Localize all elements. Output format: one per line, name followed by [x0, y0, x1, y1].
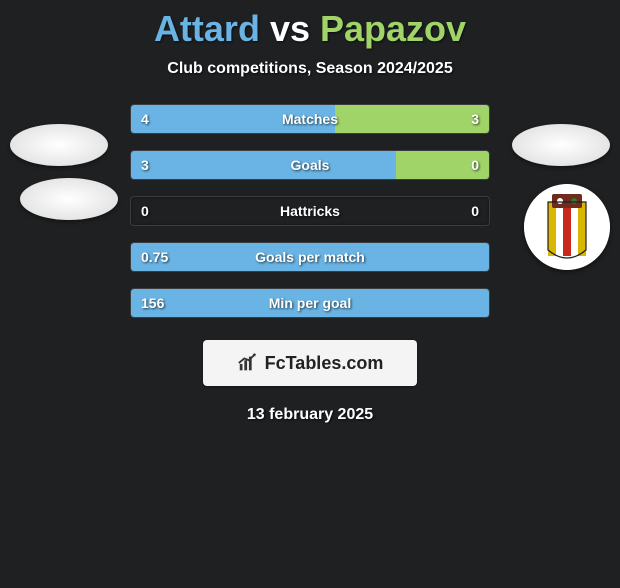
stat-left-value: 0.75 [141, 249, 168, 265]
stat-label: Min per goal [269, 295, 351, 311]
barchart-icon [237, 352, 259, 374]
title-vs: vs [260, 8, 320, 49]
brand-text: FcTables.com [265, 353, 384, 374]
date-text: 13 february 2025 [0, 406, 620, 424]
stat-bars: 4 Matches 3 3 Goals 0 0 Hattricks 0 0.75 Goals per… [130, 104, 490, 318]
stat-row-goals: 3 Goals 0 [130, 150, 490, 180]
stat-left-value: 4 [141, 111, 149, 127]
club-left-avatar [20, 178, 118, 220]
title-left: Attard [154, 8, 260, 49]
stat-left-value: 0 [141, 203, 149, 219]
stat-label: Goals [291, 157, 330, 173]
stat-row-hattricks: 0 Hattricks 0 [130, 196, 490, 226]
player-left-avatar [10, 124, 108, 166]
club-right-badge [524, 184, 610, 270]
stat-right-value: 0 [471, 203, 479, 219]
stat-row-goals-per-match: 0.75 Goals per match [130, 242, 490, 272]
club-right-badge-svg [524, 184, 610, 270]
title-right: Papazov [320, 8, 466, 49]
player-right-avatar [512, 124, 610, 166]
brand-badge[interactable]: FcTables.com [203, 340, 417, 386]
stat-row-min-per-goal: 156 Min per goal [130, 288, 490, 318]
stat-right-value: 3 [471, 111, 479, 127]
subtitle: Club competitions, Season 2024/2025 [0, 60, 620, 78]
stat-row-matches: 4 Matches 3 [130, 104, 490, 134]
stat-left-value: 3 [141, 157, 149, 173]
stat-label: Matches [282, 111, 338, 127]
page-title: Attard vs Papazov [0, 8, 620, 50]
stat-label: Goals per match [255, 249, 365, 265]
stat-seg-right [335, 105, 489, 133]
stat-seg-left [131, 151, 396, 179]
stat-right-value: 0 [471, 157, 479, 173]
stat-left-value: 156 [141, 295, 164, 311]
stat-label: Hattricks [280, 203, 340, 219]
